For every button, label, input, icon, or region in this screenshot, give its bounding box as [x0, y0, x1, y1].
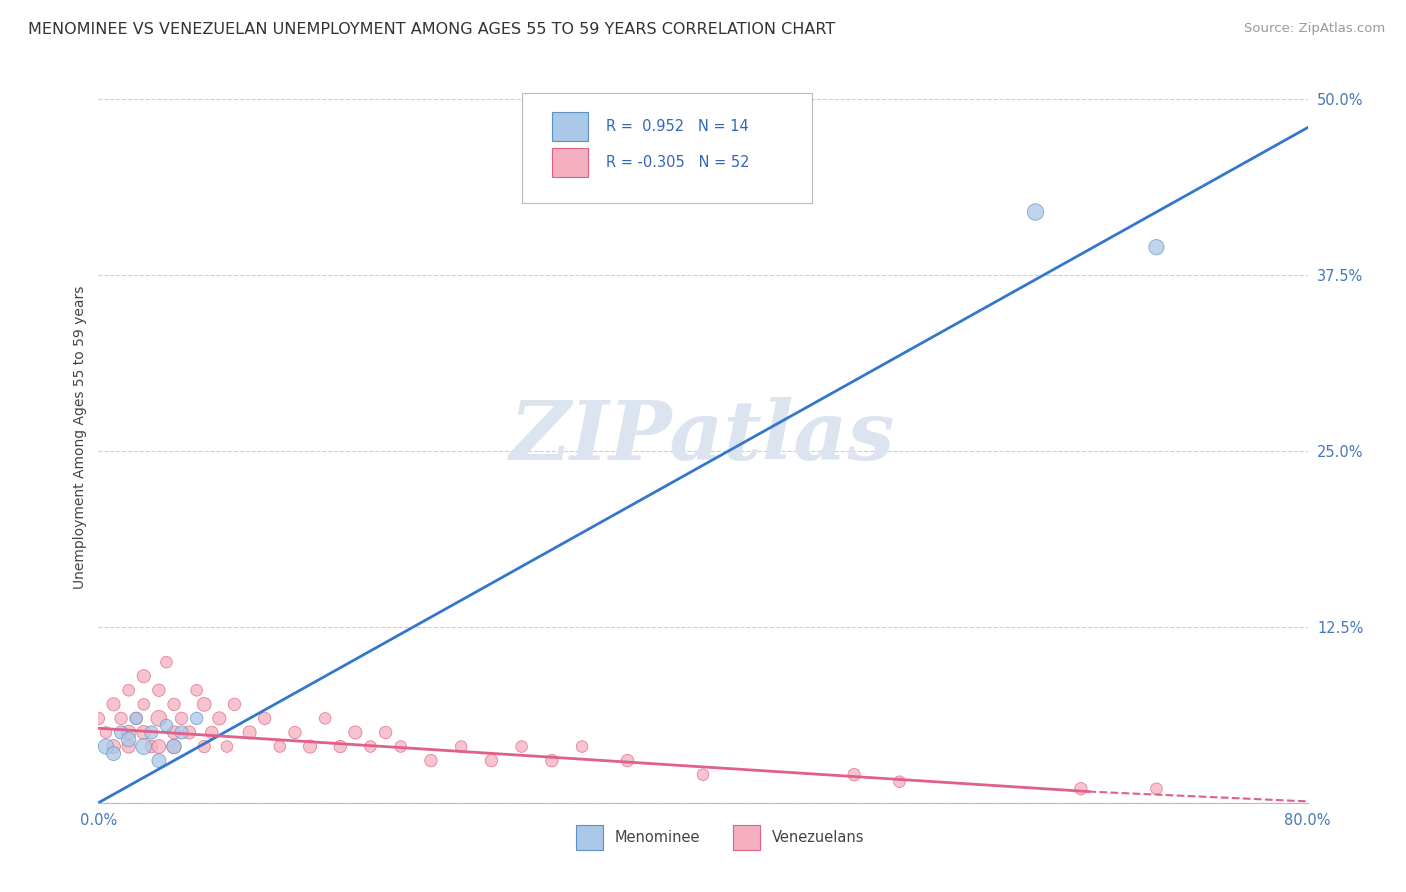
Point	[360, 739, 382, 754]
Text: R =  0.952   N = 14: R = 0.952 N = 14	[606, 119, 749, 134]
Point	[616, 754, 638, 768]
Bar	[551, 112, 588, 141]
Point	[110, 725, 132, 739]
Point	[148, 739, 170, 754]
Point	[170, 711, 193, 725]
Text: MENOMINEE VS VENEZUELAN UNEMPLOYMENT AMONG AGES 55 TO 59 YEARS CORRELATION CHART: MENOMINEE VS VENEZUELAN UNEMPLOYMENT AMO…	[28, 22, 835, 37]
Point	[1144, 781, 1167, 796]
Point	[132, 669, 155, 683]
Point	[118, 725, 141, 739]
Point	[163, 698, 186, 712]
Bar	[576, 825, 603, 850]
Point	[103, 747, 125, 761]
Point	[94, 725, 117, 739]
Point	[103, 698, 125, 712]
Bar	[551, 148, 588, 178]
Point	[389, 739, 412, 754]
Point	[118, 732, 141, 747]
Point	[481, 754, 503, 768]
FancyBboxPatch shape	[522, 94, 811, 203]
Point	[284, 725, 307, 739]
Point	[110, 711, 132, 725]
Text: ZIPatlas: ZIPatlas	[510, 397, 896, 477]
Point	[450, 739, 472, 754]
Point	[186, 711, 208, 725]
Point	[1070, 781, 1092, 796]
Point	[155, 718, 177, 732]
Y-axis label: Unemployment Among Ages 55 to 59 years: Unemployment Among Ages 55 to 59 years	[73, 285, 87, 589]
Text: Source: ZipAtlas.com: Source: ZipAtlas.com	[1244, 22, 1385, 36]
Point	[141, 725, 163, 739]
Point	[215, 739, 238, 754]
Point	[186, 683, 208, 698]
Point	[132, 698, 155, 712]
Point	[132, 725, 155, 739]
Point	[118, 739, 141, 754]
Point	[344, 725, 367, 739]
Point	[299, 739, 322, 754]
Point	[374, 725, 396, 739]
Text: Venezuelans: Venezuelans	[772, 830, 865, 845]
Point	[269, 739, 291, 754]
Point	[201, 725, 224, 739]
Point	[163, 725, 186, 739]
Point	[193, 698, 215, 712]
Point	[118, 683, 141, 698]
Point	[141, 739, 163, 754]
Bar	[734, 825, 759, 850]
Point	[179, 725, 201, 739]
Point	[420, 754, 443, 768]
Point	[163, 739, 186, 754]
Point	[170, 725, 193, 739]
Point	[239, 725, 262, 739]
Point	[329, 739, 352, 754]
Point	[163, 739, 186, 754]
Point	[224, 698, 246, 712]
Point	[510, 739, 533, 754]
Point	[94, 739, 117, 754]
Point	[125, 711, 148, 725]
Text: Menominee: Menominee	[614, 830, 700, 845]
Point	[314, 711, 336, 725]
Point	[571, 739, 593, 754]
Point	[692, 767, 714, 781]
Point	[844, 767, 866, 781]
Point	[208, 711, 231, 725]
Text: R = -0.305   N = 52: R = -0.305 N = 52	[606, 155, 749, 170]
Point	[1024, 205, 1046, 219]
Point	[132, 739, 155, 754]
Point	[193, 739, 215, 754]
Point	[125, 711, 148, 725]
Point	[889, 774, 911, 789]
Point	[253, 711, 276, 725]
Point	[148, 683, 170, 698]
Point	[540, 754, 562, 768]
Point	[103, 739, 125, 754]
Point	[148, 754, 170, 768]
Point	[155, 655, 177, 669]
Point	[87, 711, 110, 725]
Point	[1144, 240, 1167, 254]
Point	[148, 711, 170, 725]
